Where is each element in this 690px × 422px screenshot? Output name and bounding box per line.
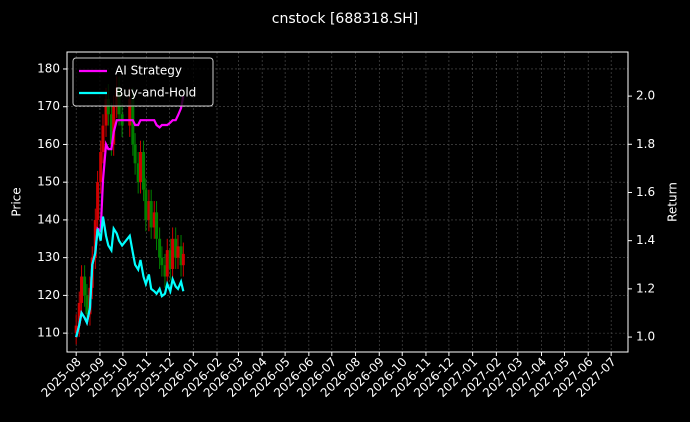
candle-body [176,246,180,258]
candle-body [93,219,97,258]
candle-body [80,276,84,303]
candle-body [179,246,183,266]
legend: AI Strategy Buy-and-Hold [72,57,214,107]
y2-tick-label: 1.2 [636,281,655,295]
candle-body [147,201,151,220]
candle-body [142,152,146,190]
y-tick-label: 170 [37,99,60,113]
candle-body [112,106,116,145]
candle-body [158,238,162,258]
line-series [75,216,185,338]
y2-tick-label: 1.0 [636,330,655,344]
y-tick-label: 140 [37,212,60,226]
candle-body [163,265,167,277]
y-tick-label: 180 [37,61,60,75]
candle-body [96,182,100,220]
y-tick-label: 150 [37,175,60,189]
candle-body [168,250,172,269]
legend-box [72,57,214,107]
candle-body [85,295,89,315]
candle-body [174,238,178,258]
candle-body [133,144,137,164]
y2-tick-label: 1.4 [636,233,655,247]
y2-tick-label: 2.0 [636,89,655,103]
candle-body [152,212,156,228]
y2-axis-label: Return [666,182,680,222]
y-tick-label: 130 [37,250,60,264]
candle-body [83,276,87,296]
candle-body [181,253,185,266]
y2-tick-label: 1.8 [636,137,655,151]
y2-tick-label: 1.6 [636,185,655,199]
candle-body [74,325,78,334]
candle-body [144,189,148,220]
candle-body [155,212,159,239]
candle-body [160,257,164,266]
y-tick-label: 120 [37,288,60,302]
plot-frame [66,51,629,353]
candle-body [138,152,142,183]
candle-body [101,125,105,152]
candle-body [106,99,110,115]
y-axis-label: Price [10,187,24,216]
candle-body [99,152,103,183]
candle-body [136,163,140,183]
legend-label: AI Strategy [115,64,182,78]
y-tick-label: 160 [37,137,60,151]
candle-body [128,99,132,126]
candle-body [104,99,108,126]
candle-body [149,201,153,228]
y-tick-label: 110 [37,326,60,340]
legend-label: Buy-and-Hold [115,86,196,100]
candle-body [165,250,169,277]
candle-body [171,238,175,269]
candle-body [77,302,81,326]
chart-title: cnstock [688318.SH] [272,11,418,27]
candle-body [109,114,113,145]
